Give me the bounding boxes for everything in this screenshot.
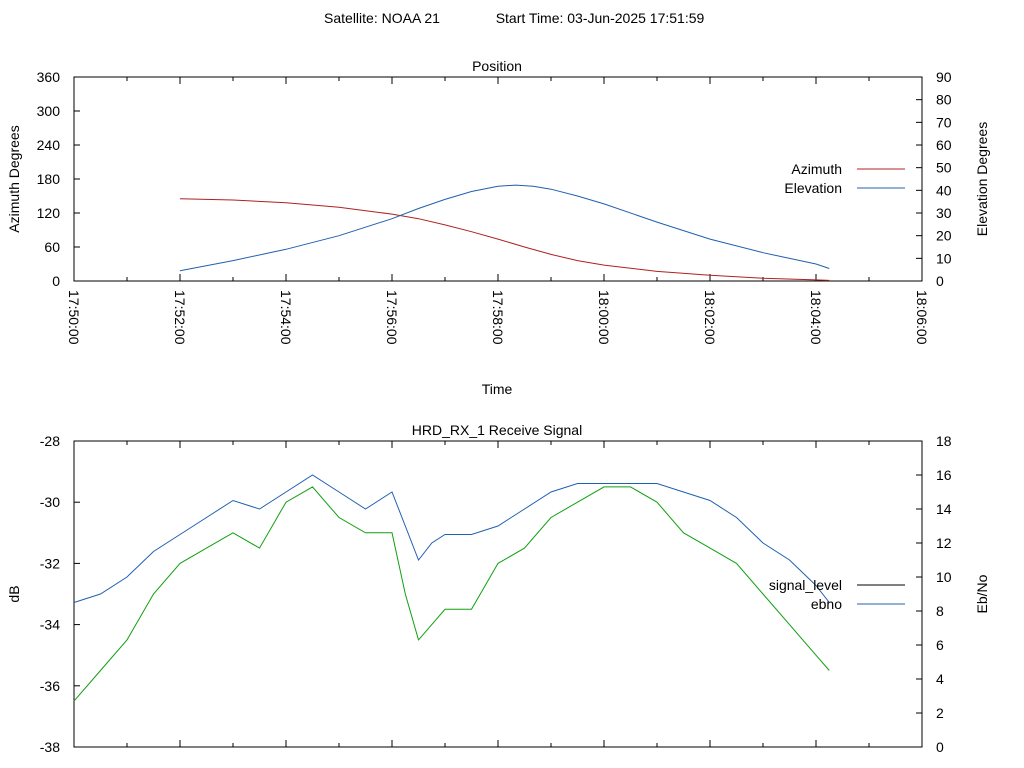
position-ytick-label: 60	[44, 239, 60, 255]
signal-y2tick-label: 14	[936, 501, 952, 517]
position-ytick-label: 360	[37, 69, 61, 85]
signal-chart: HRD_RX_1 Receive Signal dB Eb/No -38-36-…	[6, 422, 990, 755]
start-time-label: Start Time: 03-Jun-2025 17:51:59	[496, 10, 705, 26]
position-xlabel: Time	[482, 381, 513, 397]
position-y2tick-label: 90	[936, 69, 952, 85]
signal-ytick-label: -36	[40, 678, 60, 694]
signal-ytick-label: -30	[40, 494, 60, 510]
position-ylabel: Azimuth Degrees	[6, 125, 22, 232]
signal-plot-frame	[73, 440, 923, 748]
position-y2tick-label: 0	[936, 273, 944, 289]
position-y2tick-label: 30	[936, 205, 952, 221]
signal-y2tick-label: 2	[936, 705, 944, 721]
signal-y2tick-label: 10	[936, 569, 952, 585]
position-xtick-label: 18:02:00	[702, 290, 718, 345]
signal-lines	[73, 474, 830, 702]
position-plot-frame	[73, 76, 923, 282]
signal-series-2-line	[73, 486, 830, 702]
position-xtick-label: 18:06:00	[914, 290, 930, 345]
position-xtick-label: 17:52:00	[172, 290, 188, 345]
position-y2tick-label: 70	[936, 114, 952, 130]
position-y2tick-label: 80	[936, 92, 952, 108]
signal-ylabel: dB	[6, 585, 22, 602]
legend-azimuth-label: Azimuth	[791, 161, 842, 177]
position-y2tick-label: 20	[936, 228, 952, 244]
position-xtick-label: 17:58:00	[490, 290, 506, 345]
position-ytick-label: 0	[52, 273, 60, 289]
position-ytick-label: 180	[37, 171, 61, 187]
position-ytick-label: 120	[37, 205, 61, 221]
position-ticks: 0 60 120 180 240 300 360 0 10 20 30 40 50 60 70 80 90 17:…	[37, 69, 952, 345]
signal-y2tick-label: 16	[936, 467, 952, 483]
position-y2tick-label: 50	[936, 160, 952, 176]
position-y2tick-label: 40	[936, 182, 952, 198]
signal-y2label: Eb/No	[974, 574, 990, 613]
position-legend: Azimuth Elevation	[784, 161, 905, 196]
position-elevation-line	[179, 184, 830, 272]
position-xtick-label: 18:04:00	[808, 290, 824, 345]
signal-ytick-label: -32	[40, 555, 60, 571]
signal-y2tick-label: 8	[936, 603, 944, 619]
position-chart: Position Azimuth Degrees Elevation Degre…	[6, 58, 990, 397]
signal-y2tick-label: 4	[936, 671, 944, 687]
legend-ebno-label: ebno	[811, 596, 842, 612]
signal-ticks: -38 -36 -34 -32 -30 -28 0 2 4 6 8 10 12 14 16 18	[40, 433, 952, 755]
position-azimuth-line	[179, 198, 830, 281]
position-ytick-label: 240	[37, 137, 61, 153]
signal-y2tick-label: 6	[936, 637, 944, 653]
signal-y2tick-label: 12	[936, 535, 952, 551]
signal-ytick-label: -34	[40, 617, 60, 633]
position-y2tick-label: 10	[936, 250, 952, 266]
position-xtick-label: 17:50:00	[66, 290, 82, 345]
position-y2label: Elevation Degrees	[974, 122, 990, 236]
position-xtick-label: 17:54:00	[278, 290, 294, 345]
position-y2tick-label: 60	[936, 137, 952, 153]
signal-y2tick-label: 0	[936, 739, 944, 755]
legend-signal-level-label: signal_level	[769, 577, 842, 593]
legend-elevation-label: Elevation	[784, 180, 842, 196]
signal-y2tick-label: 18	[936, 433, 952, 449]
signal-legend: signal_level ebno	[769, 577, 905, 612]
signal-ebno-line	[73, 474, 830, 603]
position-lines	[179, 184, 830, 281]
position-ytick-label: 300	[37, 103, 61, 119]
signal-title: HRD_RX_1 Receive Signal	[412, 422, 582, 438]
position-title: Position	[472, 58, 522, 74]
position-xtick-label: 17:56:00	[384, 290, 400, 345]
signal-ytick-label: -28	[40, 433, 60, 449]
satellite-label: Satellite: NOAA 21	[324, 10, 440, 26]
signal-ytick-label: -38	[40, 739, 60, 755]
position-xtick-label: 18:00:00	[596, 290, 612, 345]
